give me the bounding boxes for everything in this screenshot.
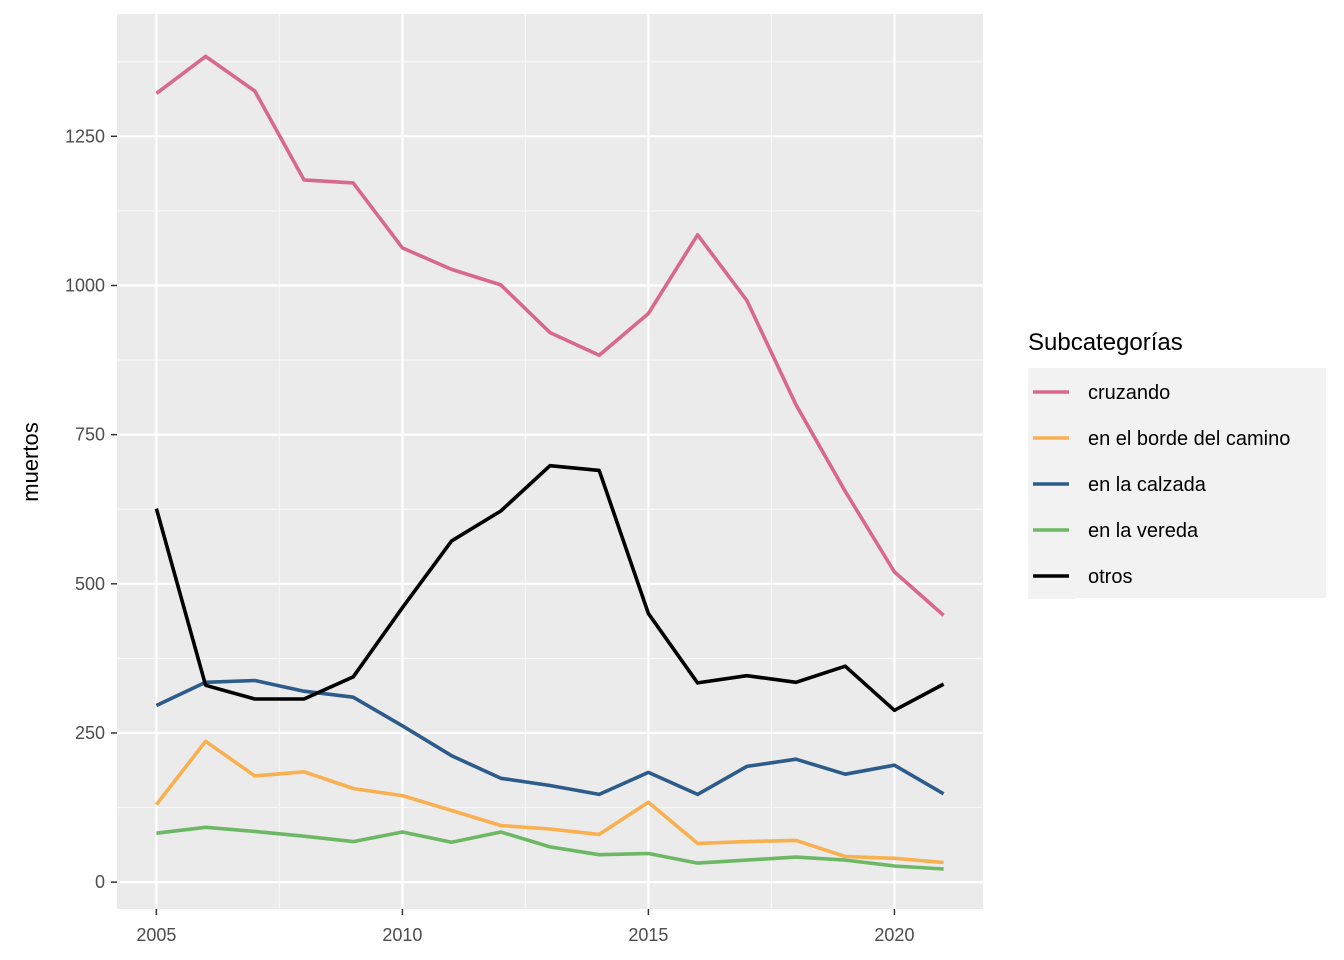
plot-background	[117, 14, 983, 909]
series-line-en-la-vereda	[156, 825, 944, 871]
legend-label-en-la-calzada: en la calzada	[1088, 474, 1207, 496]
minor-gridlines	[117, 14, 983, 909]
series-lines	[154, 54, 945, 871]
series-line-otros	[154, 463, 945, 713]
legend-items: cruzando en el borde del camino en la calz…	[1028, 369, 1290, 599]
y-axis-title: muertos	[18, 422, 43, 501]
series-line-cruzando	[155, 54, 945, 617]
y-tick-label: 250	[75, 723, 105, 743]
series-line-en-el-borde-del-camino	[154, 739, 944, 865]
axes: 2005 2010 2015 2020 0 250 500 750 1000 1250	[65, 126, 915, 945]
legend: Subcategorías cruzando en el borde del ca…	[1028, 329, 1326, 599]
legend-background	[1028, 368, 1326, 598]
y-tick-label: 0	[95, 872, 105, 892]
legend-label-en-la-vereda: en la vereda	[1088, 520, 1199, 542]
series-line-en-la-calzada	[155, 678, 945, 797]
x-tick-label: 2005	[136, 925, 176, 945]
legend-label-otros: otros	[1088, 566, 1132, 588]
legend-label-en-el-borde-del-camino: en el borde del camino	[1088, 428, 1290, 450]
y-tick-label: 1250	[65, 126, 105, 146]
x-tick-label: 2015	[628, 925, 668, 945]
legend-title: Subcategorías	[1028, 329, 1183, 356]
legend-label-cruzando: cruzando	[1088, 382, 1170, 404]
major-gridlines	[117, 14, 983, 909]
y-tick-label: 750	[75, 425, 105, 445]
x-tick-label: 2020	[874, 925, 914, 945]
x-tick-label: 2010	[382, 925, 422, 945]
y-tick-label: 1000	[65, 275, 105, 295]
y-tick-label: 500	[75, 574, 105, 594]
